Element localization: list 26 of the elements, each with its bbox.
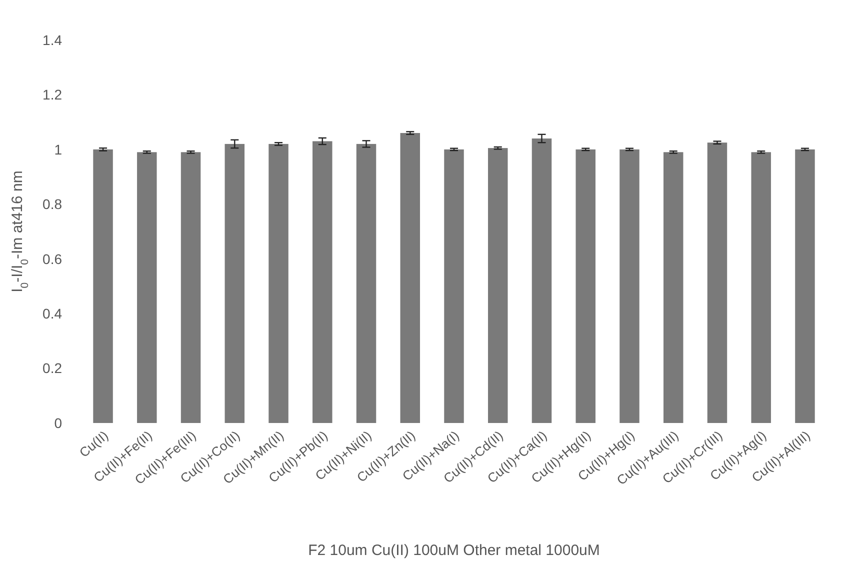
bar [93, 149, 113, 423]
bar [268, 144, 288, 423]
bar [444, 149, 464, 423]
bar [356, 144, 376, 423]
y-tick-label: 1.4 [42, 32, 62, 48]
y-tick-label: 0.8 [42, 196, 62, 212]
y-tick-label: 0 [54, 414, 62, 431]
bar [576, 149, 596, 423]
bar [663, 152, 684, 423]
y-tick-label: 0.4 [42, 305, 62, 322]
bar [532, 138, 552, 423]
bar [180, 152, 201, 423]
bar [312, 141, 332, 423]
bar [400, 133, 420, 423]
y-tick-label: 1.2 [42, 86, 62, 103]
bar [707, 142, 728, 423]
bar [795, 149, 815, 423]
y-tick-label: 0.2 [42, 360, 62, 376]
bar [488, 148, 508, 423]
bar [620, 149, 640, 423]
y-tick-label: 1 [54, 141, 62, 158]
y-tick-label: 0.6 [42, 250, 62, 267]
x-axis-title: F2 10um Cu(II) 100uM Other metal 1000uM [308, 542, 600, 559]
bar [137, 152, 157, 423]
bar [751, 152, 771, 423]
bar [224, 144, 245, 423]
